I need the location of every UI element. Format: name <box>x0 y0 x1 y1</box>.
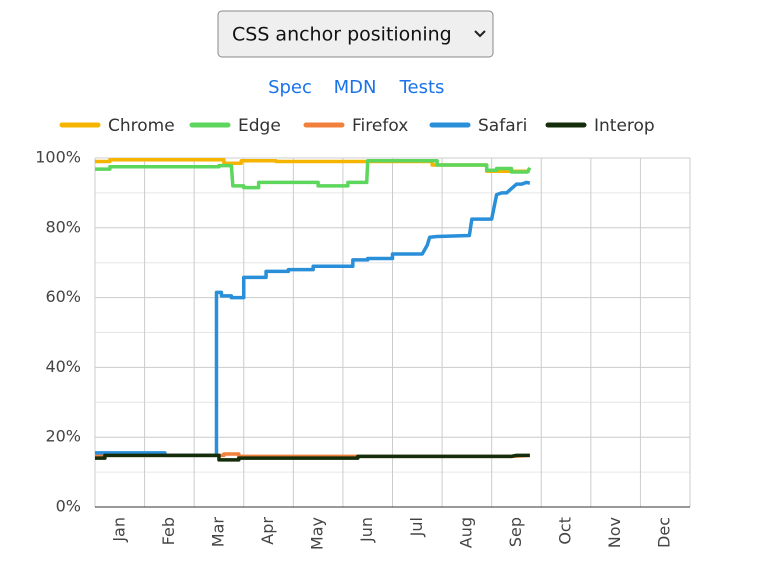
legend-label: Edge <box>238 116 281 136</box>
y-tick-label: 40% <box>45 357 81 376</box>
x-tick-label: Dec <box>655 517 674 548</box>
x-tick-label: May <box>308 517 327 550</box>
y-tick-label: 80% <box>45 217 81 236</box>
x-tick-label: Feb <box>159 517 178 545</box>
series-line <box>95 453 530 462</box>
feature-select[interactable]: CSS anchor positioning <box>217 10 494 58</box>
x-tick-label: Oct <box>556 517 575 545</box>
legend-label: Firefox <box>352 116 408 136</box>
select-value[interactable]: CSS anchor positioning <box>232 24 452 46</box>
x-tick-label: Jun <box>357 517 376 543</box>
legend-label: Interop <box>594 116 655 136</box>
x-tick-label: Aug <box>456 517 475 548</box>
spec-link[interactable]: Spec <box>268 77 312 98</box>
select-box[interactable] <box>217 10 494 58</box>
tests-link[interactable]: Tests <box>399 77 445 98</box>
x-tick-label: Jan <box>109 517 128 543</box>
x-tick-label: Jul <box>407 517 426 537</box>
legend-label: Safari <box>478 116 527 136</box>
mdn-link[interactable]: MDN <box>334 77 377 98</box>
y-tick-label: 100% <box>35 148 81 167</box>
series-line <box>95 159 532 190</box>
series-line <box>95 180 531 458</box>
select-chevron <box>474 30 486 38</box>
y-tick-label: 60% <box>45 287 81 306</box>
x-tick-label: Apr <box>258 517 277 545</box>
y-tick-label: 0% <box>56 497 81 516</box>
x-tick-label: Sep <box>506 517 525 547</box>
legend-label: Chrome <box>108 116 175 136</box>
x-tick-label: Mar <box>208 517 227 548</box>
y-tick-label: 20% <box>45 427 81 446</box>
x-tick-label: Nov <box>605 517 624 548</box>
